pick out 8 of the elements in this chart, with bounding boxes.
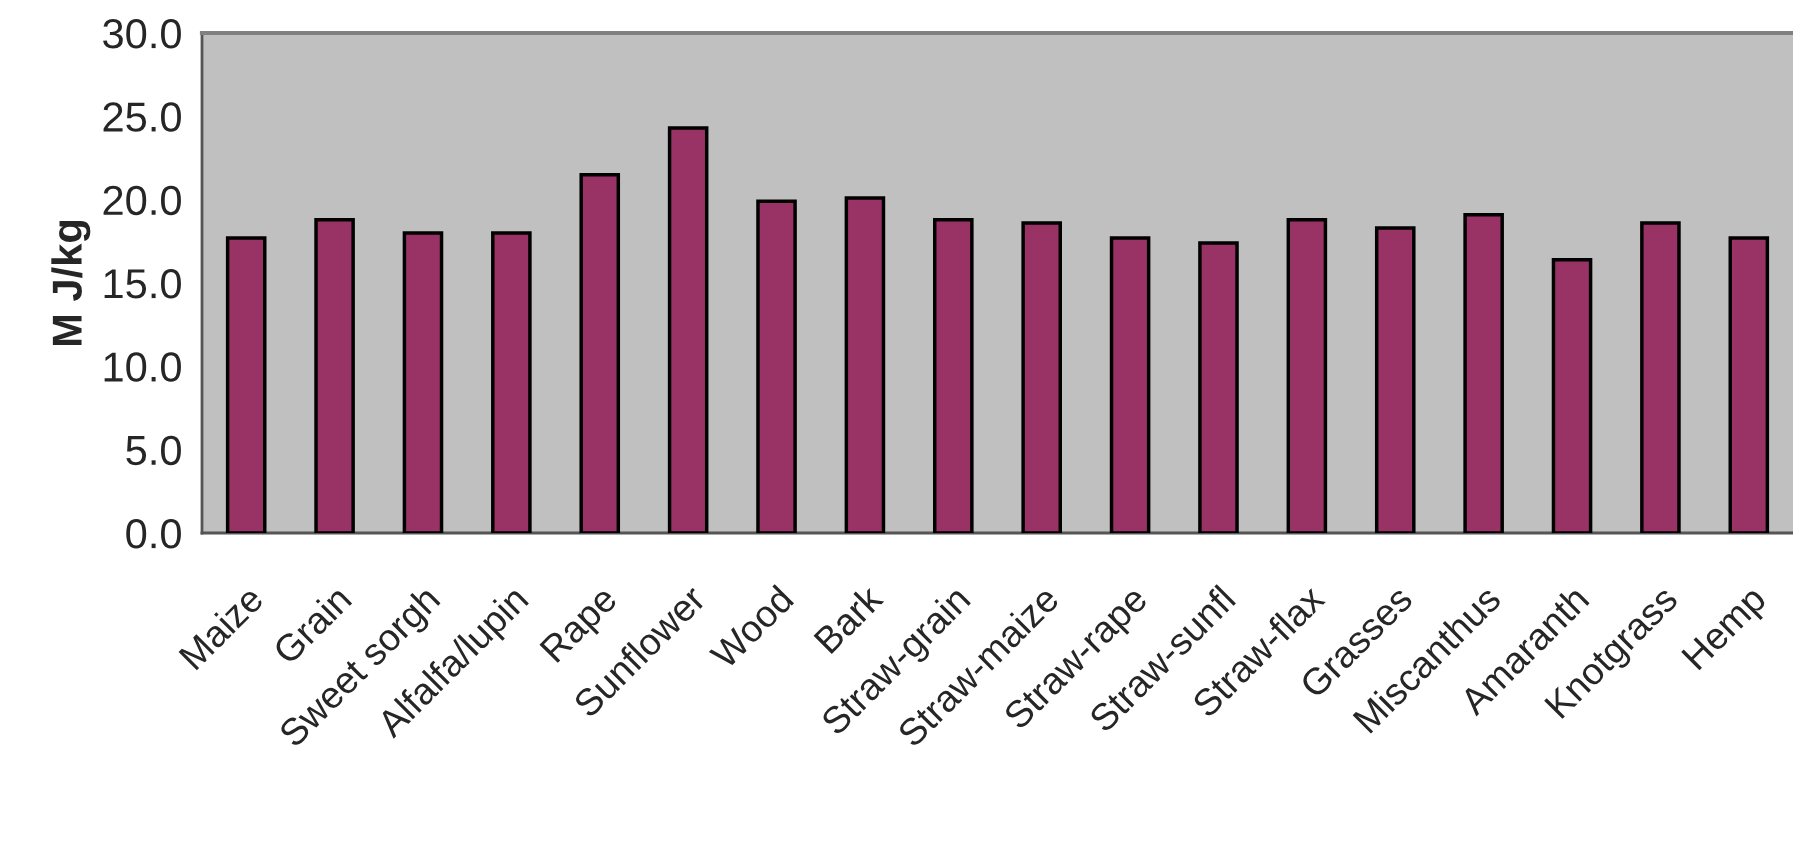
y-tick-label: 15.0 <box>104 269 181 299</box>
y-tick-label: 5.0 <box>126 435 181 466</box>
y-tick-label: 30.0 <box>103 19 181 49</box>
y-tick-label: 25.0 <box>103 102 181 132</box>
y-axis-title: M J/kg <box>51 220 91 346</box>
y-tick-label: 0.0 <box>126 519 181 549</box>
y-tick-label: 20.0 <box>103 185 181 216</box>
y-tick-label: 10.0 <box>104 352 181 382</box>
